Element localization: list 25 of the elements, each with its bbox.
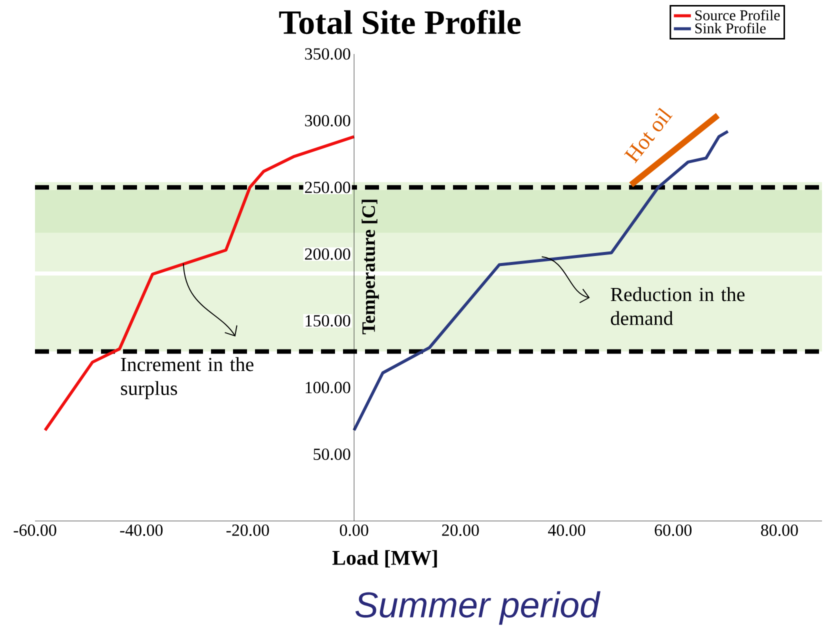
annotation: Increment in the surplus [120,357,254,400]
x-tick-label: 0.00 [340,524,368,536]
y-tick-label: 50.00 [314,448,350,460]
legend-label: Sink Profile [695,22,766,34]
x-tick-label: -20.00 [226,524,269,536]
legend-label: Source Profile [695,10,780,20]
text: Summer period [355,591,600,625]
x-tick-label: 20.00 [442,524,479,536]
chart-title: Total Site Profile [279,10,521,34]
x-tick-label: 40.00 [548,524,586,536]
x-tick-label: 60.00 [654,524,692,536]
x-tick-label: 80.00 [761,524,798,536]
y-tick-label: 350.00 [305,48,350,60]
annotation: Hot oil [624,108,673,164]
x-axis-title: Load [MW] [332,550,437,568]
y-tick-label: 300.00 [305,114,350,126]
annotation: Reduction in the demand [610,287,745,326]
y-tick-label: 150.00 [306,315,350,327]
y-tick-label: 100.00 [306,382,350,394]
x-tick-label: -40.00 [120,524,163,536]
line-series [44,135,356,432]
y-axis-title: Temperature [C] [362,200,379,334]
y-tick-label: 250.00 [305,182,350,194]
x-tick-label: -60.00 [14,524,56,536]
y-tick-label: 200.00 [305,248,350,260]
